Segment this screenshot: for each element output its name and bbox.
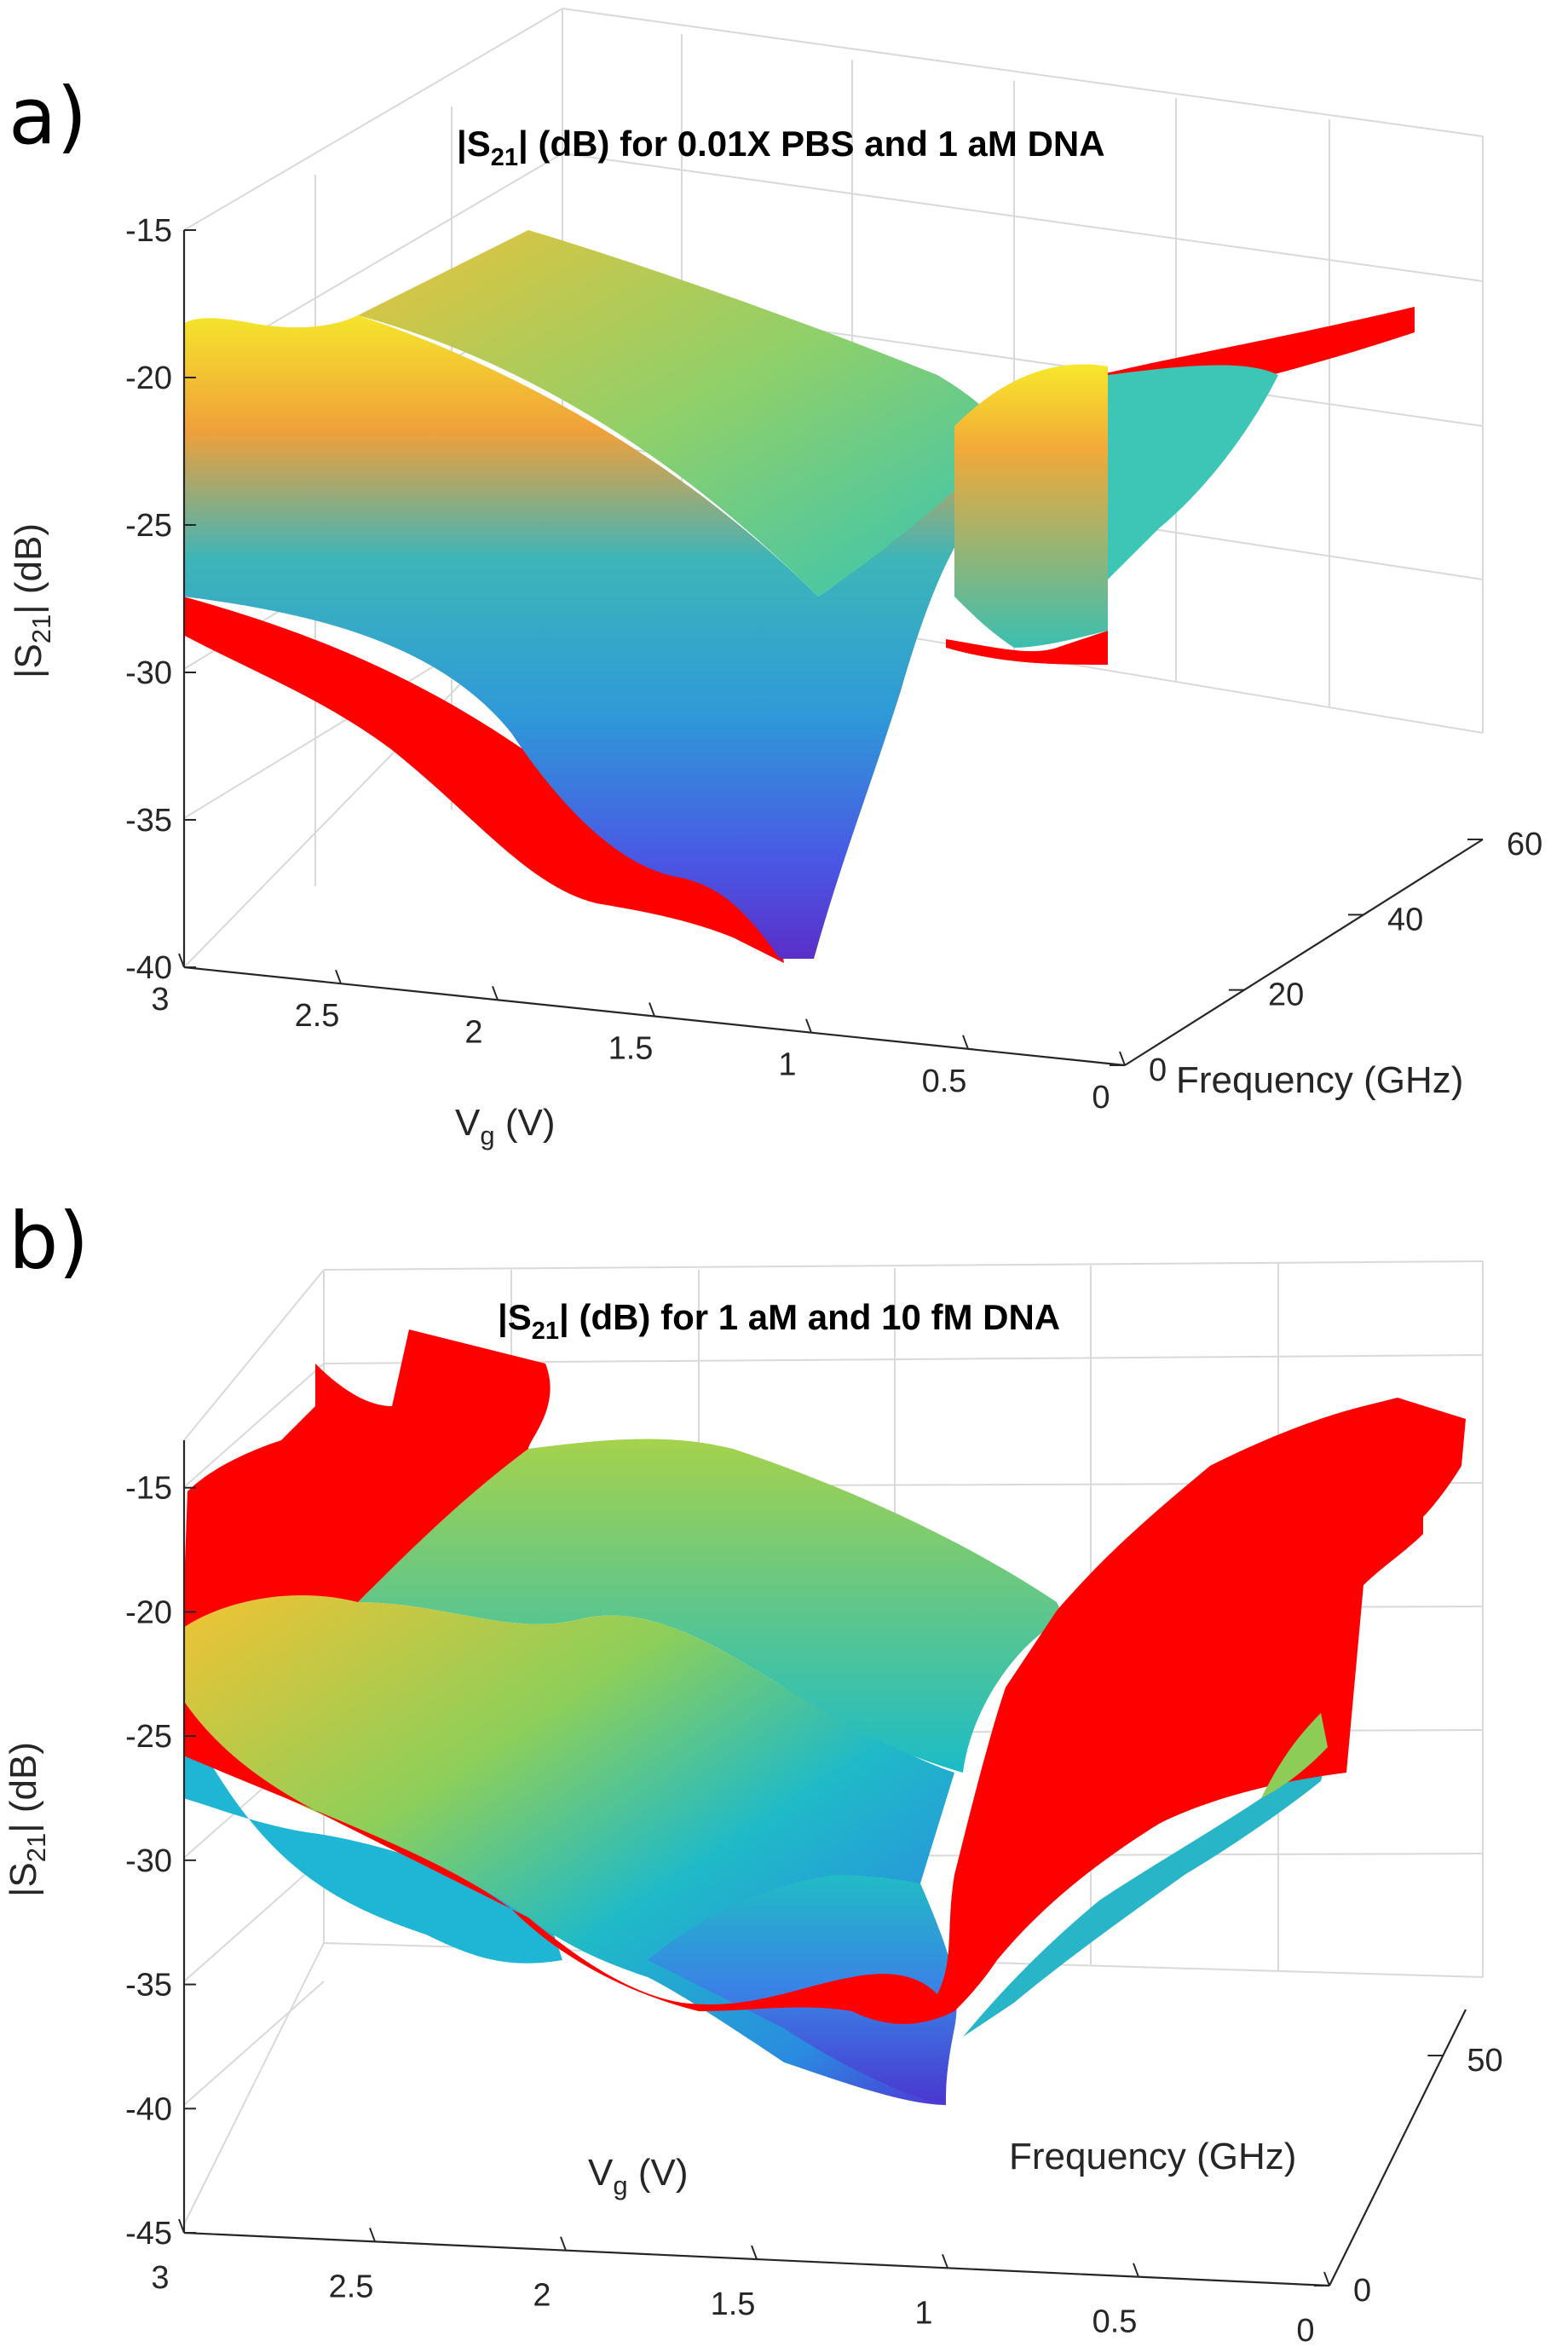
x-tick-label: 1: [914, 2295, 932, 2331]
x-tick-label: 0.5: [922, 1064, 967, 1099]
x-tick-label: 0: [1092, 1080, 1110, 1116]
panel-a-red-surface-left: [183, 597, 784, 963]
z-tick-label: -40: [125, 950, 172, 986]
panel-a-title: |S21| (dB) for 0.01X PBS and 1 aM DNA: [457, 124, 1105, 171]
panel-b-zlabel: |S21| (dB): [3, 1742, 51, 1897]
x-tick-label: 1.5: [711, 2286, 756, 2322]
y-tick-label: 20: [1268, 977, 1304, 1013]
panel-b-cyan-base: [183, 1713, 562, 1964]
panel-b-upper-surface: [358, 1439, 1065, 1773]
panel-b-right-lobe: [1261, 1713, 1328, 1798]
x-tick-mark: [1323, 2271, 1330, 2286]
panel-b-ylabel: Frequency (GHz): [1009, 2136, 1296, 2177]
z-tick-label: -35: [125, 803, 172, 839]
panel-a-z-ticks: -15 -20 -25 -30 -35 -40: [125, 213, 196, 986]
x-tick-label: 2: [533, 2278, 551, 2314]
x-tick-mark: [962, 1035, 969, 1050]
panel-a-xlabel: Vg (V): [455, 1102, 556, 1150]
x-tick-label: 3: [151, 2260, 169, 2296]
z-tick-label: -35: [125, 1968, 172, 2004]
z-tick-label: -20: [125, 360, 172, 396]
z-tick-label: -25: [125, 508, 172, 544]
x-tick-mark: [335, 969, 342, 984]
x-tick-label: 2.5: [329, 2269, 374, 2304]
panel-b-red-surface-lower: [183, 1398, 1466, 2024]
y-tick-label: 0: [1353, 2273, 1371, 2309]
y-tick-label: 50: [1467, 2043, 1502, 2079]
x-tick-mark: [751, 2245, 758, 2260]
z-tick-label: -15: [125, 213, 172, 249]
x-tick-mark: [492, 985, 499, 1001]
x-tick-mark: [560, 2236, 567, 2252]
panel-a-main-surface: [183, 315, 1014, 959]
z-tick-label: -20: [125, 1594, 172, 1630]
y-tick-label: 40: [1387, 902, 1423, 937]
x-tick-label: 0.5: [1092, 2304, 1138, 2340]
panel-b: b) |S21| (dB) for 1 aM and 10 fM DNA -15: [3, 1196, 1503, 2347]
x-tick-mark: [1119, 1051, 1126, 1066]
z-tick-label: -30: [125, 1843, 172, 1879]
x-tick-mark: [369, 2227, 376, 2242]
panel-a-zlabel: |S21| (dB): [8, 523, 56, 678]
panel-b-title: |S21| (dB) for 1 aM and 10 fM DNA: [498, 1297, 1060, 1345]
x-tick-mark: [649, 1002, 655, 1017]
panel-b-red-surface-upper: [183, 1329, 551, 1628]
x-tick-label: 2: [464, 1014, 482, 1050]
z-tick-label: -30: [125, 655, 172, 691]
panel-b-right-surface: [963, 1747, 1329, 2037]
panel-a-ylabel: Frequency (GHz): [1176, 1059, 1463, 1101]
x-tick-label: 3: [151, 982, 169, 1018]
panel-a-x-ticks: 3 2.5 2 1.5 1 0.5 0: [151, 953, 1126, 1116]
panel-b-y-ticks: 0 50: [1314, 2043, 1503, 2309]
panel-a-y-ticks: 0 20 40 60: [1110, 827, 1542, 1088]
panel-a-label: a): [9, 71, 87, 162]
x-tick-mark: [805, 1018, 812, 1034]
y-tick-label: 0: [1149, 1052, 1167, 1088]
x-tick-mark: [1133, 2263, 1139, 2278]
panel-a: a) |S21| (dB) for 0.01X PBS and 1 aM DNA: [8, 8, 1542, 1150]
panel-a-surface: [183, 230, 1415, 963]
x-tick-mark: [942, 2253, 948, 2269]
x-tick-label: 2.5: [295, 998, 340, 1034]
x-tick-label: 1: [778, 1047, 796, 1083]
panel-a-ridge: [954, 364, 1108, 648]
y-tick-label: 60: [1507, 827, 1542, 862]
z-tick-label: -45: [125, 2216, 172, 2252]
x-tick-mark: [178, 953, 185, 968]
panel-a-right-lobe: [1108, 365, 1278, 580]
panel-b-label: b): [9, 1196, 89, 1287]
z-tick-label: -25: [125, 1719, 172, 1755]
x-tick-label: 0: [1296, 2313, 1314, 2347]
panel-b-surface: [183, 1329, 1466, 2105]
panel-b-xlabel: Vg (V): [588, 2152, 689, 2200]
panel-b-z-ticks: -15 -20 -25 -30 -35 -40 -45: [125, 1471, 196, 2252]
z-tick-label: -40: [125, 2091, 172, 2127]
x-tick-label: 1.5: [608, 1031, 654, 1067]
x-tick-mark: [178, 2218, 185, 2234]
z-tick-label: -15: [125, 1471, 172, 1507]
panel-a-upper-surface: [358, 230, 1006, 597]
panel-b-x-ticks: 3 2.5 2 1.5 1 0.5 0: [151, 2218, 1330, 2347]
